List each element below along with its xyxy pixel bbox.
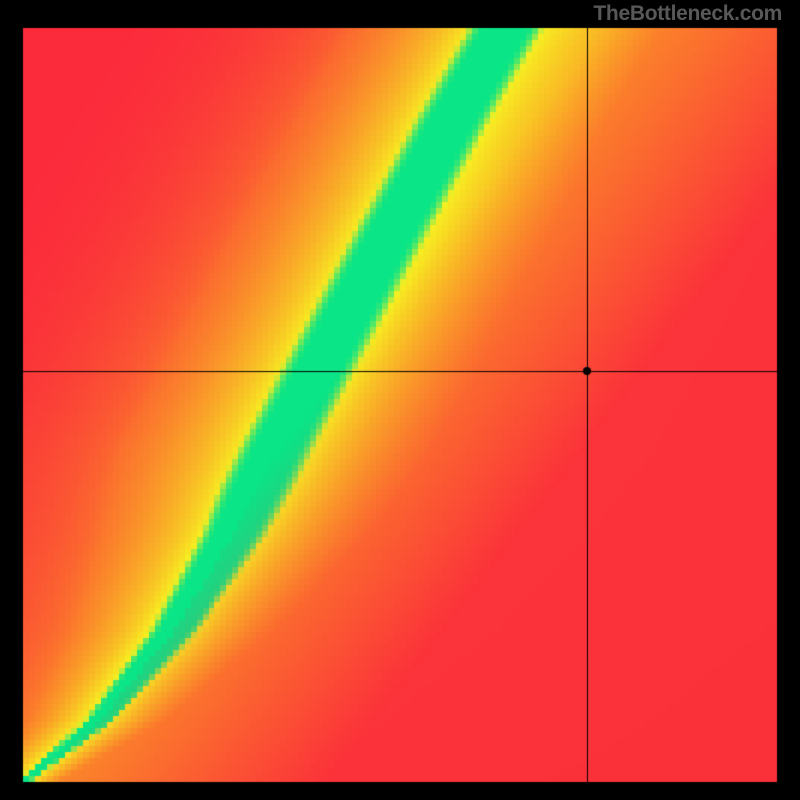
bottleneck-heatmap [0,0,800,800]
chart-container: TheBottleneck.com [0,0,800,800]
watermark-text: TheBottleneck.com [593,2,782,26]
